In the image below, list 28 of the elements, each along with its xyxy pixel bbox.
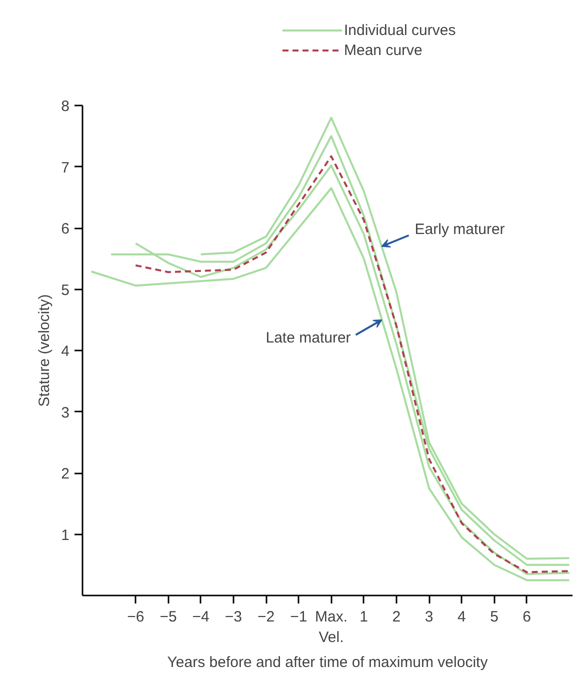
x-tick-label: Max. Vel. [314,608,348,646]
y-tick-label: 8 [61,98,70,115]
y-axis-title: Stature (velocity) [36,294,54,407]
x-tick-label: 1 [360,608,368,626]
legend-label: Mean curve [344,42,422,58]
x-tick-label: −2 [257,608,275,626]
annotation: Late maturer [266,329,351,346]
x-tick-label: 5 [490,608,498,626]
x-tick-label: −4 [192,608,210,626]
y-tick-label: 3 [61,404,70,422]
y-tick-label: 4 [61,343,70,360]
x-tick-label: −5 [160,608,177,626]
y-tick-label: 2 [61,466,70,482]
x-tick-label: 6 [522,608,532,626]
y-tick-label: 5 [61,282,70,299]
x-tick-label: −1 [290,608,308,626]
x-tick-label: 2 [392,608,401,626]
x-axis-title: Years before and after time of maximum velocity [167,654,488,671]
y-tick-label: 7 [61,159,70,176]
annotation: Early maturer [414,220,505,238]
legend-label: Individual curves [344,22,456,38]
line-series [90,187,570,582]
y-tick-label: 1 [61,526,70,544]
x-tick-label: −3 [224,608,242,626]
x-tick-label: 4 [457,608,466,626]
x-tick-label: −6 [127,608,144,626]
x-tick-label: 3 [424,608,434,626]
y-tick-label: 6 [61,220,70,238]
